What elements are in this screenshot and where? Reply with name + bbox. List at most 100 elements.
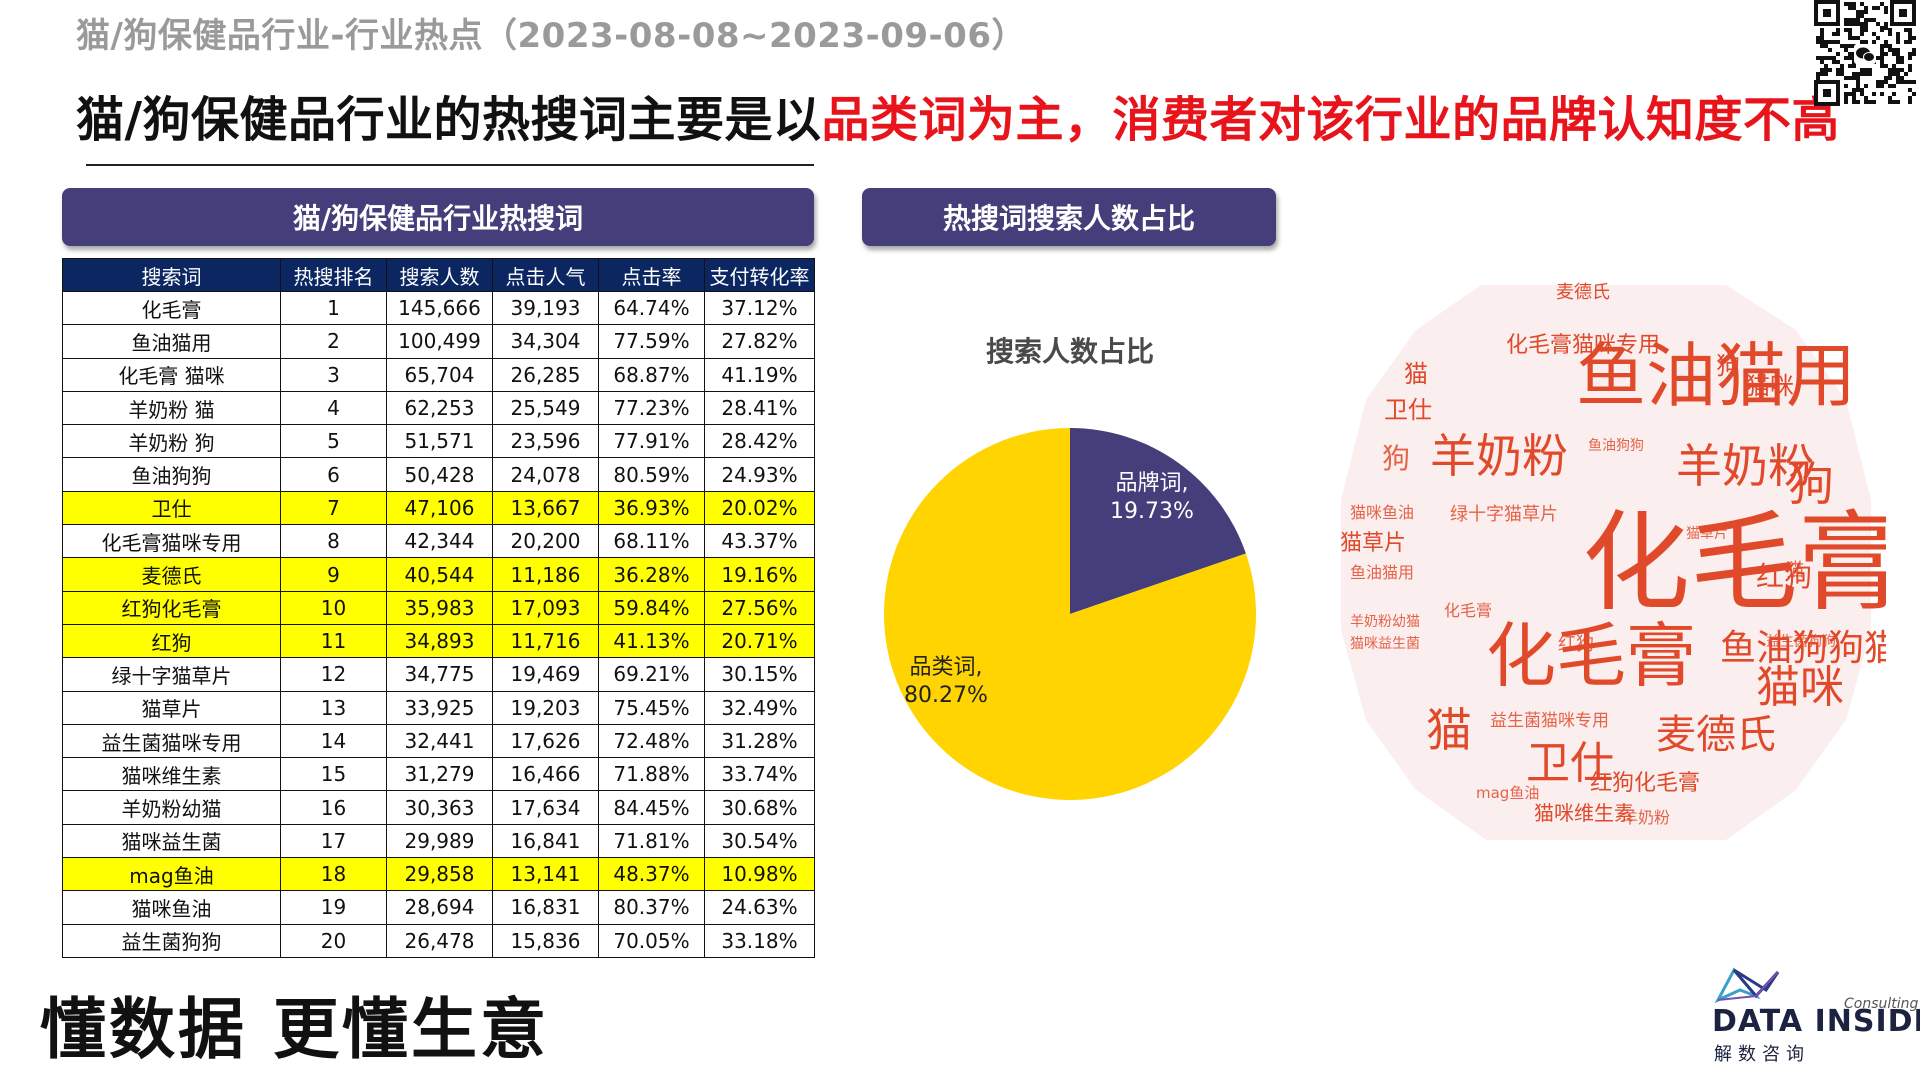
cell-searchers: 34,893 — [386, 623, 493, 659]
word-cloud-word: 鱼油狗狗猫 — [1720, 628, 1886, 669]
cell-ctr: 36.93% — [598, 490, 705, 526]
cell-click-pop: 16,841 — [492, 823, 599, 859]
logo-consulting: Consulting — [1844, 996, 1919, 1012]
cell-rank: 6 — [280, 457, 387, 492]
cell-click-pop: 11,716 — [492, 623, 599, 659]
title-divider — [86, 164, 814, 166]
column-header: 搜索词 — [62, 258, 281, 292]
word-cloud-word: 狗 — [1716, 352, 1740, 380]
word-cloud-word: 卫仕 — [1526, 738, 1614, 789]
cell-ctr: 69.21% — [598, 657, 705, 692]
table-row: 猫咪维生素 15 31,279 16,466 71.88% 33.74% — [62, 757, 815, 792]
word-cloud-word: 卫仕 — [1384, 396, 1432, 424]
cell-searchers: 100,499 — [386, 324, 493, 359]
cell-ctr: 36.28% — [598, 557, 705, 592]
cell-click-pop: 15,836 — [492, 923, 599, 958]
word-cloud-word: 益生菌猫咪专用 — [1490, 711, 1609, 731]
cell-ctr: 75.45% — [598, 690, 705, 725]
cell-searchers: 65,704 — [386, 357, 493, 392]
wechat-icon — [1854, 44, 1876, 64]
cell-term: 益生菌狗狗 — [62, 923, 281, 958]
cell-searchers: 28,694 — [386, 890, 493, 925]
pie-slice-value: 80.27% — [904, 683, 988, 708]
cell-searchers: 31,279 — [386, 757, 493, 792]
word-cloud-word: 红狗 — [1756, 560, 1812, 593]
cell-click-pop: 19,469 — [492, 657, 599, 692]
cell-ctr: 59.84% — [598, 590, 705, 625]
cell-searchers: 29,858 — [386, 857, 493, 892]
cell-term: 益生菌猫咪专用 — [62, 723, 281, 759]
breadcrumb: 猫/狗保健品行业-行业热点（2023-08-08~2023-09-06） — [76, 16, 1026, 56]
cell-term: 化毛膏 猫咪 — [62, 357, 281, 392]
table-header-row: 搜索词 热搜排名 搜索人数 点击人气 点击率 支付转化率 — [62, 258, 815, 292]
cell-rank: 7 — [280, 490, 387, 526]
headline-black: 猫/狗保健品行业的热搜词主要是以 — [76, 92, 822, 148]
cell-rank: 9 — [280, 557, 387, 592]
qr-code-icon — [1814, 0, 1916, 106]
table-row: 卫仕 7 47,106 13,667 36.93% 20.02% — [62, 490, 815, 526]
pie-slice-value: 19.73% — [1110, 499, 1194, 524]
cell-rank: 1 — [280, 290, 387, 326]
cell-term: 红狗 — [62, 623, 281, 659]
table-row: 红狗化毛膏 10 35,983 17,093 59.84% 27.56% — [62, 590, 815, 625]
cell-cvr: 24.93% — [704, 457, 815, 492]
cell-term: 卫仕 — [62, 490, 281, 526]
hot-search-table: 搜索词 热搜排名 搜索人数 点击人气 点击率 支付转化率 化毛膏 1 145,666… — [62, 258, 815, 958]
cell-searchers: 34,775 — [386, 657, 493, 692]
cell-term: 鱼油猫用 — [62, 324, 281, 359]
cell-cvr: 33.74% — [704, 757, 815, 792]
cell-ctr: 80.37% — [598, 890, 705, 925]
cell-term: 绿十字猫草片 — [62, 657, 281, 692]
cell-rank: 2 — [280, 324, 387, 359]
cell-click-pop: 11,186 — [492, 557, 599, 592]
cell-term: 羊奶粉 猫 — [62, 390, 281, 426]
word-cloud-word: 猫 — [1786, 560, 1804, 581]
cell-searchers: 33,925 — [386, 690, 493, 725]
cell-searchers: 62,253 — [386, 390, 493, 426]
cell-click-pop: 19,203 — [492, 690, 599, 725]
table-panel-title: 猫/狗保健品行业热搜词 — [62, 188, 814, 246]
cell-searchers: 35,983 — [386, 590, 493, 625]
cell-rank: 16 — [280, 790, 387, 825]
cell-searchers: 30,363 — [386, 790, 493, 825]
pie-slice — [884, 428, 1256, 800]
word-cloud-word: 化毛膏猫咪专用 — [1506, 333, 1660, 358]
cell-click-pop: 17,093 — [492, 590, 599, 625]
slogan: 懂数据 更懂生意 — [40, 991, 549, 1068]
table-row: 化毛膏猫咪专用 8 42,344 20,200 68.11% 43.37% — [62, 524, 815, 559]
table-row: 益生菌狗狗 20 26,478 15,836 70.05% 33.18% — [62, 923, 815, 958]
cell-searchers: 145,666 — [386, 290, 493, 326]
word-cloud-word: 益生菌狗狗 — [1766, 634, 1836, 650]
cell-searchers: 40,544 — [386, 557, 493, 592]
cell-ctr: 71.88% — [598, 757, 705, 792]
word-cloud-word: 猫 — [1426, 703, 1472, 757]
table-row: mag鱼油 18 29,858 13,141 48.37% 10.98% — [62, 857, 815, 892]
cell-term: mag鱼油 — [62, 857, 281, 892]
cell-rank: 8 — [280, 524, 387, 559]
chart-panel-title: 热搜词搜索人数占比 — [862, 188, 1276, 246]
cell-ctr: 84.45% — [598, 790, 705, 825]
column-header: 搜索人数 — [386, 258, 493, 292]
cell-ctr: 68.11% — [598, 524, 705, 559]
cell-click-pop: 13,141 — [492, 857, 599, 892]
cell-click-pop: 25,549 — [492, 390, 599, 426]
word-cloud-word: 羊奶粉 — [1622, 808, 1670, 827]
word-cloud-word: 化毛膏 — [1486, 615, 1696, 697]
table-row: 红狗 11 34,893 11,716 41.13% 20.71% — [62, 623, 815, 659]
cell-cvr: 37.12% — [704, 290, 815, 326]
cell-term: 猫草片 — [62, 690, 281, 725]
word-cloud-word: 羊奶粉 — [1430, 429, 1568, 483]
table-row: 鱼油狗狗 6 50,428 24,078 80.59% 24.93% — [62, 457, 815, 492]
pie-chart: 品牌词, 19.73% 品类词, 80.27% — [884, 428, 1256, 800]
cell-searchers: 29,989 — [386, 823, 493, 859]
cell-cvr: 31.28% — [704, 723, 815, 759]
cell-rank: 4 — [280, 390, 387, 426]
cell-cvr: 20.71% — [704, 623, 815, 659]
cell-term: 化毛膏 — [62, 290, 281, 326]
table-row: 羊奶粉 猫 4 62,253 25,549 77.23% 28.41% — [62, 390, 815, 426]
cell-click-pop: 23,596 — [492, 424, 599, 459]
cell-cvr: 28.41% — [704, 390, 815, 426]
data-insider-logo — [1714, 967, 1780, 1004]
cell-ctr: 71.81% — [598, 823, 705, 859]
